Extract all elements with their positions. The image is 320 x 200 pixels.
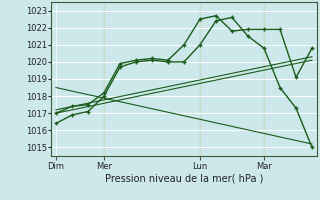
X-axis label: Pression niveau de la mer( hPa ): Pression niveau de la mer( hPa ) [105,173,263,183]
